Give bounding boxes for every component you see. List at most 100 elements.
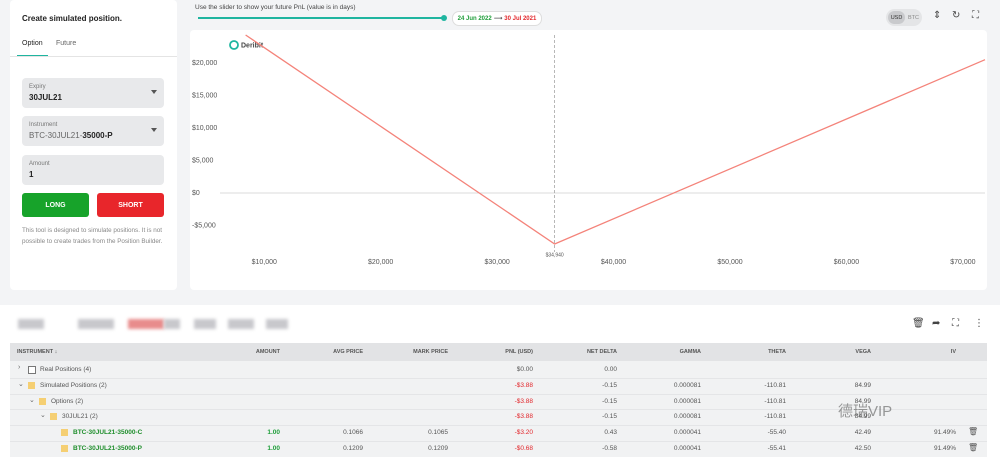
blurred-tabs (18, 317, 293, 331)
compress-icon[interactable]: ⇕ (933, 10, 942, 21)
slider-track (198, 17, 444, 19)
more-icon[interactable]: ⋮ (974, 318, 984, 329)
x-tick-label: $70,000 (950, 259, 975, 266)
row-label: Simulated Positions (2) (40, 381, 107, 389)
share-icon[interactable]: ➦ (932, 318, 941, 329)
tab[interactable]: Future (56, 40, 77, 47)
disclaimer: This tool is designed to simulate positi… (22, 227, 163, 245)
caret (151, 90, 157, 94)
date-range: 24 Jun 2022 ⟶ 30 Jul 2021 (452, 11, 542, 26)
field-value: 1 (29, 170, 34, 179)
amount-input[interactable]: Amount 1 (22, 155, 164, 185)
watermark: 德瑞VIP (838, 403, 893, 420)
expand-icon[interactable]: ⛶ (952, 318, 959, 329)
short-button[interactable]: SHORT (97, 193, 164, 217)
instrument-strike: 35000-P (82, 131, 113, 140)
arrow: ⟶ (493, 16, 503, 22)
cell: 0.1209 (343, 445, 363, 452)
field-value: 30JUL21 (29, 93, 62, 102)
caret (151, 128, 157, 132)
chart-card (190, 30, 987, 290)
field-value: BTC-30JUL21-35000-P (29, 131, 113, 140)
row-divider (10, 377, 987, 379)
row-icon (39, 397, 46, 405)
column-header: GAMMA (679, 349, 701, 355)
cell: -0.15 (602, 413, 617, 421)
expand-chevron: › (18, 364, 21, 371)
delete-icon[interactable]: 🗑 (912, 318, 925, 329)
cell: -55.41 (767, 445, 786, 452)
column-header: AVG PRICE (333, 349, 363, 355)
date-from: 24 Jun 2022 (457, 15, 492, 22)
pnl-line (245, 34, 986, 245)
x-tick-label: $30,000 (484, 259, 509, 266)
column-header: PNL (USD) (505, 349, 533, 355)
x-tick-label: $50,000 (717, 259, 742, 266)
logo-icon (229, 40, 239, 50)
row-label: Real Positions (4) (40, 366, 92, 373)
row-label: BTC-30JUL21-35000-C (73, 429, 143, 437)
cell: 1.00 (267, 429, 280, 437)
cell: -110.81 (764, 397, 786, 405)
cell: 1.00 (267, 445, 280, 452)
column-header: VEGA (855, 349, 871, 355)
expiry-select[interactable]: Expiry 30JUL21 (22, 78, 164, 108)
row-divider (10, 409, 987, 411)
currency-option[interactable]: BTC (908, 14, 919, 21)
marker-label: $34,940 (546, 252, 564, 258)
cell: 0.1209 (428, 445, 448, 452)
slider-hint: Use the slider to show your future PnL (… (195, 4, 356, 11)
cell: -$3.88 (514, 413, 533, 421)
cell: -$3.20 (514, 429, 533, 437)
cell: -0.58 (602, 445, 617, 452)
row-icon (50, 413, 57, 421)
y-tick-label: $10,000 (192, 125, 217, 132)
column-header: IV (950, 349, 956, 355)
cell: -110.81 (764, 381, 786, 389)
reset-icon[interactable]: ↻ (952, 10, 961, 21)
field-label: Expiry (29, 84, 46, 90)
divider (10, 56, 177, 57)
cell: 91.49% (933, 429, 956, 437)
row-label: BTC-30JUL21-35000-P (73, 445, 143, 452)
cell: -0.15 (602, 397, 617, 405)
column-header: THETA (768, 349, 786, 355)
cell: 0.000041 (673, 429, 701, 437)
row-icon (61, 429, 68, 437)
cell: 0.1065 (428, 429, 448, 437)
y-tick-label: $5,000 (192, 157, 214, 164)
cell: -$3.88 (514, 381, 533, 389)
row-label: Options (2) (51, 397, 84, 405)
expand-chevron: ⌄ (18, 380, 24, 388)
cell: 0.000081 (673, 413, 701, 421)
tab[interactable]: Option (22, 40, 43, 47)
cell: -55.40 (767, 429, 786, 437)
cell: 42.49 (854, 429, 871, 437)
currency-option[interactable]: USD (888, 11, 905, 24)
expand-chevron: ⌄ (40, 412, 46, 420)
cell: 84.99 (854, 381, 871, 389)
instrument-select[interactable]: Instrument BTC-30JUL21-35000-P (22, 116, 164, 146)
long-button[interactable]: LONG (22, 193, 89, 217)
date-to: 30 Jul 2021 (504, 15, 537, 22)
delete-row-icon: 🗑 (968, 427, 979, 437)
cell: 0.000081 (673, 397, 701, 405)
x-tick-label: $20,000 (368, 259, 393, 266)
row-label: 30JUL21 (2) (62, 413, 98, 421)
cell: 84.99 (854, 413, 871, 421)
row-icon (61, 445, 68, 452)
delete-row-icon: 🗑 (968, 443, 979, 452)
fullscreen-icon[interactable]: ⛶ (972, 10, 979, 21)
cell: -$0.68 (514, 445, 533, 452)
column-header: AMOUNT (255, 349, 280, 355)
y-tick-label: $15,000 (192, 92, 217, 99)
column-header: MARK PRICE (413, 349, 448, 355)
tab-underline (17, 55, 48, 57)
row-divider (10, 441, 987, 442)
cell: -110.81 (764, 413, 786, 421)
slider-knob[interactable] (441, 15, 447, 21)
field-label: Amount (29, 161, 50, 167)
panel-title: Create simulated position. (22, 14, 123, 23)
cell: 0.43 (604, 429, 617, 437)
